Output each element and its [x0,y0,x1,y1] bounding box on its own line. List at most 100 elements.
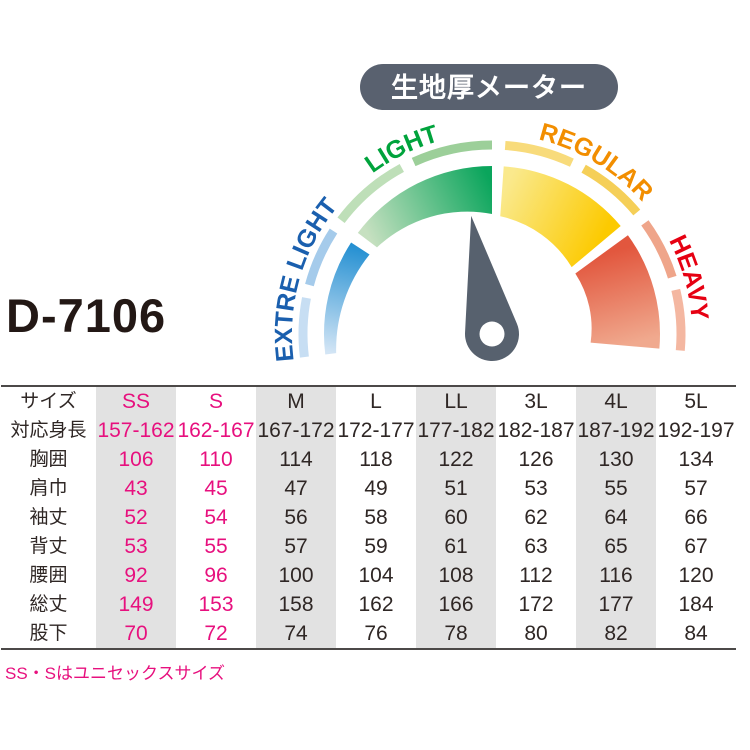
size-table-row: 背丈 53 55 57 59 61 63 65 67 [1,532,736,561]
size-value-cell: 158 [256,590,336,619]
size-value-cell: 65 [576,532,656,561]
size-table-row: 対応身長 157-162 162-167 167-172 172-177 177-182 1… [1,416,736,445]
size-value-cell: 130 [576,445,656,474]
size-column-header: SS [96,386,176,416]
gauge-needle-body [465,215,519,362]
size-value-cell: 70 [96,619,176,649]
size-column-header: 5L [684,390,708,413]
size-value-cell: 172-177 [337,419,415,442]
gauge-ring-segment [671,288,686,351]
size-row-label: 肩巾 [29,478,68,499]
gauge-needle-icon [465,215,519,362]
size-table-row: 袖丈 52 54 56 58 60 62 64 66 [1,503,736,532]
product-code: D-7106 [6,289,167,342]
size-table-row: 腰囲 92 96 100 104 108 112 116 120 [1,561,736,590]
size-value-cell: 110 [199,448,233,471]
size-row-label: 股下 [29,623,68,644]
size-value-cell: 96 [204,564,228,587]
gauge-zone-wedge-extre-light [324,242,370,355]
size-column-header: L [370,390,382,413]
size-value-cell: 112 [519,564,553,587]
size-column-header: M [256,386,336,416]
size-value-cell: 177-182 [416,416,496,445]
size-value-cell: 118 [359,448,393,471]
size-value-cell: 84 [684,622,708,645]
size-value-cell: 153 [198,593,234,616]
gauge-ring-segment [298,297,311,358]
gauge-ring-segment [411,140,493,167]
gauge-zone-wedge-light [357,166,492,248]
size-value-cell: 106 [96,445,176,474]
size-table-header-row: サイズ SS S M L LL 3L 4L 5L [1,386,736,416]
gauge-ring-segment [337,163,404,223]
size-value-cell: 80 [524,622,548,645]
gauge-outer-ring [298,140,686,358]
size-value-cell: 108 [416,561,496,590]
size-row-label: 対応身長 [10,420,87,441]
gauge-title-pill-bg [360,64,618,110]
size-column-header: S [208,390,223,413]
gauge-ring-segment [641,220,677,279]
size-value-cell: 43 [96,474,176,503]
size-value-cell: 104 [358,564,394,587]
size-value-cell: 53 [524,477,548,500]
gauge-needle-hub-hole [479,321,505,347]
size-value-cell: 162 [358,593,394,616]
size-value-cell: 58 [364,506,388,529]
size-value-cell: 187-192 [576,416,656,445]
size-value-cell: 78 [416,619,496,649]
size-value-cell: 51 [416,474,496,503]
size-value-cell: 56 [256,503,336,532]
size-value-cell: 177 [576,590,656,619]
size-value-cell: 184 [678,593,714,616]
size-value-cell: 126 [518,448,554,471]
size-table-row: 胸囲 106 110 114 118 122 126 130 134 [1,445,736,474]
size-row-label: 腰囲 [29,565,68,586]
size-value-cell: 47 [256,474,336,503]
size-table-row: 肩巾 43 45 47 49 51 53 55 57 [1,474,736,503]
size-row-label: 総丈 [29,594,68,615]
size-value-cell: 114 [256,445,336,474]
size-value-cell: 61 [416,532,496,561]
gauge-ring-segment [504,140,574,167]
size-value-cell: 157-162 [96,416,176,445]
size-value-cell: 64 [576,503,656,532]
unisex-note: SS・Sはユニセックスサイズ [5,664,225,683]
size-row-label: 袖丈 [29,507,68,528]
size-value-cell: 49 [364,477,388,500]
size-row-label: 胸囲 [29,449,68,470]
size-value-cell: 45 [204,477,228,500]
size-value-cell: 55 [204,535,228,558]
gauge-zone-wedge-heavy [575,235,660,349]
size-value-cell: 167-172 [256,416,336,445]
size-table-row: 股下 70 72 74 76 78 80 82 84 [1,619,736,649]
size-value-cell: 53 [96,532,176,561]
size-value-cell: 182-187 [497,419,575,442]
size-column-header: 3L [524,390,548,413]
size-value-cell: 60 [416,503,496,532]
size-value-cell: 100 [256,561,336,590]
size-value-cell: 92 [96,561,176,590]
size-value-cell: 116 [576,561,656,590]
size-value-cell: 172 [518,593,554,616]
size-value-cell: 54 [204,506,228,529]
size-value-cell: 72 [204,622,228,645]
gauge-ring-segment [305,228,338,287]
size-column-header: 4L [576,386,656,416]
size-value-cell: 55 [576,474,656,503]
size-value-cell: 67 [684,535,708,558]
size-value-cell: 134 [678,448,714,471]
size-value-cell: 192-197 [657,419,735,442]
size-value-cell: 120 [678,564,714,587]
size-value-cell: 63 [524,535,548,558]
size-value-cell: 52 [96,503,176,532]
size-table-corner-header: サイズ [20,391,77,412]
size-value-cell: 162-167 [177,419,255,442]
size-table: サイズ SS S M L LL 3L 4L 5L 対応身長 157-162 162-167 167-17… [1,385,736,650]
size-value-cell: 57 [684,477,708,500]
size-value-cell: 62 [524,506,548,529]
size-value-cell: 82 [576,619,656,649]
gauge-title: 生地厚メーター [391,73,587,103]
size-value-cell: 74 [256,619,336,649]
size-column-header: LL [416,386,496,416]
